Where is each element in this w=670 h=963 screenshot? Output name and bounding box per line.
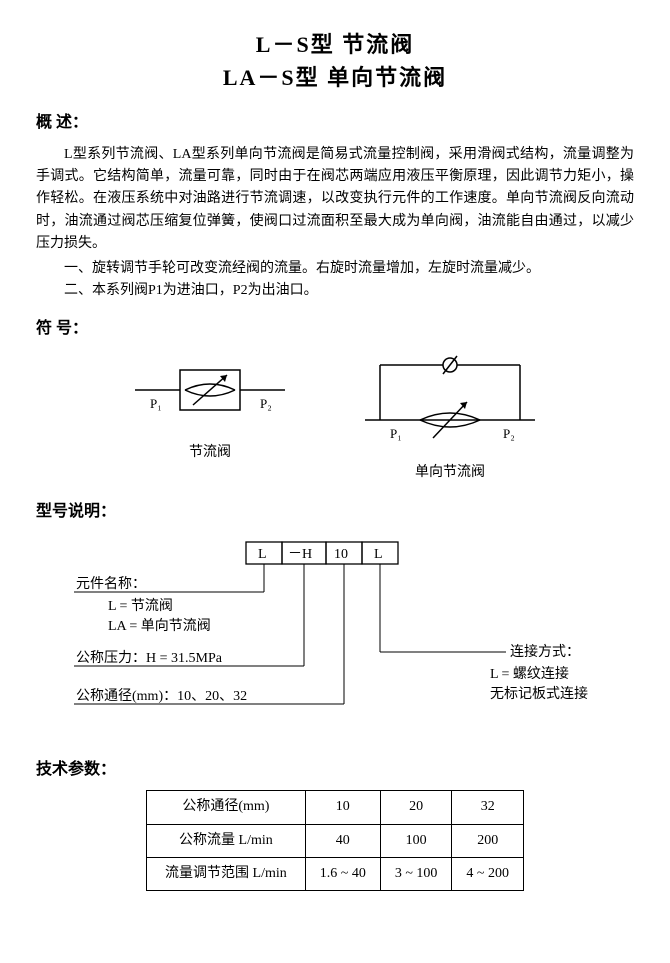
table-row: 公称流量 L/min 40 100 200 <box>147 824 524 857</box>
model-conn-l: L = 螺纹连接 <box>490 665 569 682</box>
section-overview-heading: 概 述： <box>36 110 634 136</box>
model-name-l: L = 节流阀 <box>108 598 173 614</box>
throttle-icon: P₁ P₂ <box>125 350 295 430</box>
throttle-p1-label: P₁ <box>150 396 162 411</box>
check-throttle-icon: P₁ P₂ <box>355 350 545 450</box>
model-conn-label: 连接方式： <box>510 643 580 660</box>
symbol-throttle: P₁ P₂ 节流阀 <box>125 350 295 485</box>
title-line-1: L－S型 节流阀 <box>36 28 634 61</box>
model-pressure: 公称压力：H = 31.5MPa <box>76 650 223 666</box>
section-model-heading: 型号说明： <box>36 499 634 525</box>
model-diagram: L －H 10 L 元件名称： L = 节流阀 LA = 单向节流阀 公称压力：… <box>36 534 634 742</box>
spec-head-1: 公称流量 L/min <box>147 824 306 857</box>
model-bore: 公称通径(mm)：10、20、32 <box>76 688 247 704</box>
spec-head-2: 流量调节范围 L/min <box>147 858 306 891</box>
overview-paragraph: L型系列节流阀、LA型系列单向节流阀是简易式流量控制阀，采用滑阀式结构，流量调整… <box>36 144 634 256</box>
spec-head-0: 公称通径(mm) <box>147 791 306 824</box>
check-throttle-caption: 单向节流阀 <box>355 462 545 484</box>
model-diagram-svg: L －H 10 L 元件名称： L = 节流阀 LA = 单向节流阀 公称压力：… <box>36 534 634 734</box>
model-cell-3: L <box>374 547 383 562</box>
spec-cell: 20 <box>380 791 452 824</box>
spec-cell: 32 <box>452 791 524 824</box>
overview-item-2: 二、本系列阀P1为进油口，P2为出油口。 <box>36 280 634 302</box>
spec-cell: 40 <box>305 824 380 857</box>
throttle-caption: 节流阀 <box>125 442 295 464</box>
check-p1-label: P₁ <box>390 426 402 441</box>
symbol-check-throttle: P₁ P₂ 单向节流阀 <box>355 350 545 485</box>
spec-cell: 3 ~ 100 <box>380 858 452 891</box>
section-specs-heading: 技术参数： <box>36 757 634 783</box>
table-row: 公称通径(mm) 10 20 32 <box>147 791 524 824</box>
title-line-2: LA－S型 单向节流阀 <box>36 61 634 94</box>
spec-cell: 200 <box>452 824 524 857</box>
model-name-label: 元件名称： <box>76 576 146 592</box>
model-cell-2: 10 <box>334 547 348 562</box>
check-p2-label: P₂ <box>503 426 515 441</box>
throttle-p2-label: P₂ <box>260 396 272 411</box>
document-title: L－S型 节流阀 LA－S型 单向节流阀 <box>36 28 634 94</box>
spec-cell: 100 <box>380 824 452 857</box>
model-cell-1: －H <box>288 547 312 562</box>
section-symbols-heading: 符 号： <box>36 316 634 342</box>
symbols-row: P₁ P₂ 节流阀 P₁ P₂ 单向节流阀 <box>36 350 634 485</box>
spec-cell: 4 ~ 200 <box>452 858 524 891</box>
overview-item-1: 一、旋转调节手轮可改变流经阀的流量。右旋时流量增加，左旋时流量减少。 <box>36 258 634 280</box>
spec-cell: 1.6 ~ 40 <box>305 858 380 891</box>
model-conn-none: 无标记板式连接 <box>490 685 588 702</box>
spec-cell: 10 <box>305 791 380 824</box>
model-cell-0: L <box>258 547 267 562</box>
table-row: 流量调节范围 L/min 1.6 ~ 40 3 ~ 100 4 ~ 200 <box>147 858 524 891</box>
specs-table: 公称通径(mm) 10 20 32 公称流量 L/min 40 100 200 … <box>146 790 524 891</box>
model-name-la: LA = 单向节流阀 <box>108 618 211 634</box>
